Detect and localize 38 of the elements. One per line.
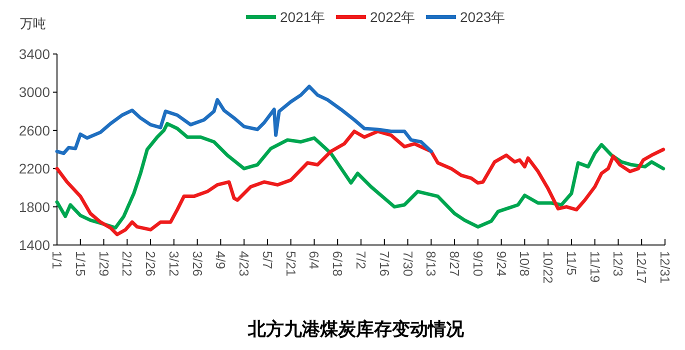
- x-tick-label: 8/27: [447, 251, 462, 276]
- x-tick-label: 1/15: [72, 251, 88, 276]
- x-tick-label: 5/21: [283, 251, 298, 276]
- legend-label: 2023年: [460, 9, 506, 25]
- x-tick-label: 8/13: [424, 251, 439, 276]
- x-tick-label: 4/9: [213, 251, 228, 270]
- y-tick-label: 3400: [18, 46, 50, 62]
- x-tick-label: 7/2: [354, 251, 368, 270]
- legend-label: 2021年: [280, 9, 326, 25]
- x-tick-label: 9/10: [470, 251, 486, 276]
- y-axis-title: 万吨: [20, 16, 46, 31]
- text: 北方九港煤炭库存变动情况: [247, 319, 465, 339]
- x-tick-label: 12/31: [658, 251, 672, 284]
- x-tick-label: 4/23: [236, 251, 252, 276]
- x-tick-label: 2/26: [143, 251, 158, 276]
- x-tick-label: 1/29: [96, 251, 112, 276]
- x-tick-label: 3/12: [166, 251, 182, 276]
- y-tick-label: 2600: [18, 122, 50, 138]
- x-tick-label: 12/3: [610, 251, 626, 276]
- x-tick-label: 3/26: [190, 251, 205, 276]
- x-tick-label: 9/24: [494, 251, 509, 276]
- y-tick-label: 1800: [18, 198, 50, 215]
- x-tick-label: 7/30: [400, 251, 416, 276]
- x-tick-label: 1/1: [50, 251, 64, 270]
- x-tick-label: 10/8: [517, 251, 532, 276]
- x-tick-label: 7/16: [376, 251, 392, 276]
- legend-label: 2022年: [370, 9, 416, 25]
- x-tick-label: 12/17: [634, 251, 650, 284]
- x-tick-label: 11/5: [564, 251, 579, 276]
- x-tick-label: 10/22: [540, 251, 556, 284]
- x-tick-label: 11/19: [587, 251, 602, 283]
- x-tick-label: 2/12: [120, 251, 135, 276]
- x-tick-label: 6/18: [330, 251, 346, 276]
- y-tick-label: 2200: [18, 160, 50, 177]
- y-tick-label: 1400: [18, 237, 50, 253]
- x-tick-label: 5/7: [260, 251, 275, 270]
- x-tick-label: 6/4: [306, 251, 322, 270]
- y-tick-label: 3000: [18, 84, 50, 100]
